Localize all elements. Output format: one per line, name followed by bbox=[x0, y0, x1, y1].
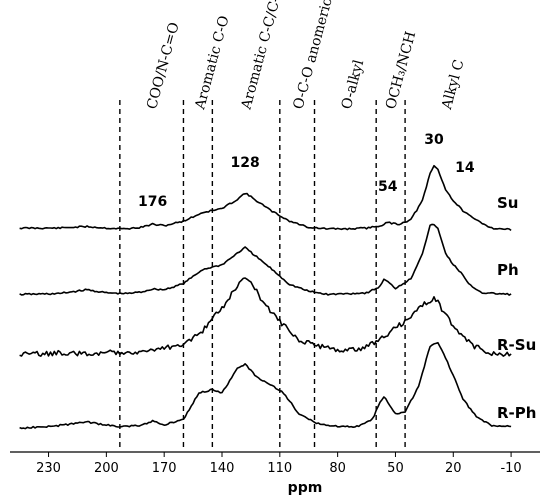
series-label-ph: Ph bbox=[497, 261, 519, 279]
series-labels: Su Ph R-Su R-Ph bbox=[497, 194, 536, 422]
spectrum-line-r-su bbox=[19, 277, 512, 357]
series-label-su: Su bbox=[497, 194, 518, 212]
region-label-6: Alkyl C bbox=[439, 58, 468, 112]
region-labels: COO/N-C=O Aromatic C-O Aromatic C-C/C-H O-C… bbox=[144, 0, 467, 112]
peak-label-54: 54 bbox=[378, 179, 398, 195]
region-label-4: O-alkyl bbox=[339, 58, 368, 111]
region-boundary-lines bbox=[119, 100, 406, 448]
x-tick-label-0: 230 bbox=[36, 461, 61, 476]
x-tick-label-3: 140 bbox=[210, 461, 235, 476]
series-label-r-ph: R-Ph bbox=[497, 404, 536, 422]
peak-label-30: 30 bbox=[424, 132, 444, 148]
region-label-0: COO/N-C=O bbox=[144, 21, 183, 111]
x-tick-label-2: 170 bbox=[152, 461, 177, 476]
region-label-5: OCH₃/NCH bbox=[383, 30, 419, 111]
x-axis: 230 200 170 140 110 80 50 20 -10 bbox=[10, 451, 540, 476]
peak-label-128: 128 bbox=[231, 155, 260, 171]
region-label-2: Aromatic C-C/C-H bbox=[238, 0, 287, 112]
spectrum-line-su bbox=[19, 164, 512, 232]
spectrum-line-r-ph bbox=[19, 341, 512, 430]
peak-label-176: 176 bbox=[138, 194, 167, 210]
x-tick-label-8: -10 bbox=[500, 461, 521, 476]
x-tick-label-5: 80 bbox=[329, 461, 346, 476]
x-tick-label-1: 200 bbox=[94, 461, 119, 476]
x-tick-label-6: 50 bbox=[387, 461, 404, 476]
spectrum-line-ph bbox=[19, 223, 512, 296]
x-axis-title: ppm bbox=[288, 480, 323, 496]
x-tick-label-7: 20 bbox=[445, 461, 462, 476]
region-label-1: Aromatic C-O bbox=[192, 14, 233, 112]
peak-label-14: 14 bbox=[455, 160, 475, 176]
peak-labels: 176 128 54 30 14 bbox=[138, 132, 475, 210]
series-label-r-su: R-Su bbox=[497, 336, 536, 354]
region-label-3: O-C-O anomeric bbox=[291, 0, 336, 111]
x-tick-label-4: 110 bbox=[267, 461, 292, 476]
spectrum-traces bbox=[19, 164, 512, 430]
